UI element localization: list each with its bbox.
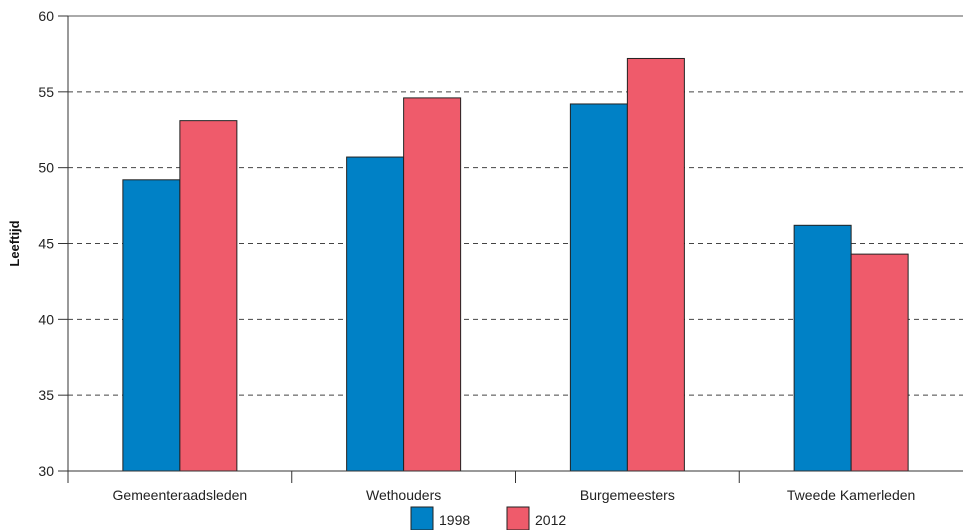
bar-2012-3 — [850, 253, 909, 472]
bar-1998-3 — [793, 224, 852, 472]
legend-label-2012: 2012 — [535, 512, 566, 528]
x-tick-label: Gemeenteraadsleden — [113, 487, 248, 503]
y-tick-label: 45 — [38, 236, 54, 252]
bar-1998-1 — [346, 156, 405, 472]
y-axis-title: Leeftijd — [7, 220, 22, 266]
x-tick-label: Wethouders — [366, 487, 441, 503]
legend-swatch-1998 — [410, 506, 434, 530]
tick-labels: 30 35 40 45 50 55 60 Gemeenteraadsleden Wethoude… — [38, 8, 915, 503]
y-tick-label: 40 — [38, 311, 54, 327]
x-tick-label: Burgemeesters — [580, 487, 675, 503]
legend-label-1998: 1998 — [439, 512, 470, 528]
y-tick-label: 60 — [38, 8, 54, 24]
axes — [58, 15, 963, 483]
legend: 1998 2012 — [410, 506, 566, 530]
bar-1998-0 — [122, 179, 181, 472]
y-tick-label: 50 — [38, 160, 54, 176]
y-tick-label: 35 — [38, 387, 54, 403]
y-tick-label: 30 — [38, 463, 54, 479]
bars — [122, 57, 909, 472]
bar-2012-0 — [179, 120, 238, 472]
bar-2012-1 — [403, 97, 462, 472]
x-tick-label: Tweede Kamerleden — [787, 487, 915, 503]
legend-swatch-2012 — [506, 506, 530, 530]
gridlines — [68, 15, 963, 396]
bar-2012-2 — [626, 57, 685, 472]
y-tick-label: 55 — [38, 84, 54, 100]
bar-1998-2 — [569, 103, 628, 472]
